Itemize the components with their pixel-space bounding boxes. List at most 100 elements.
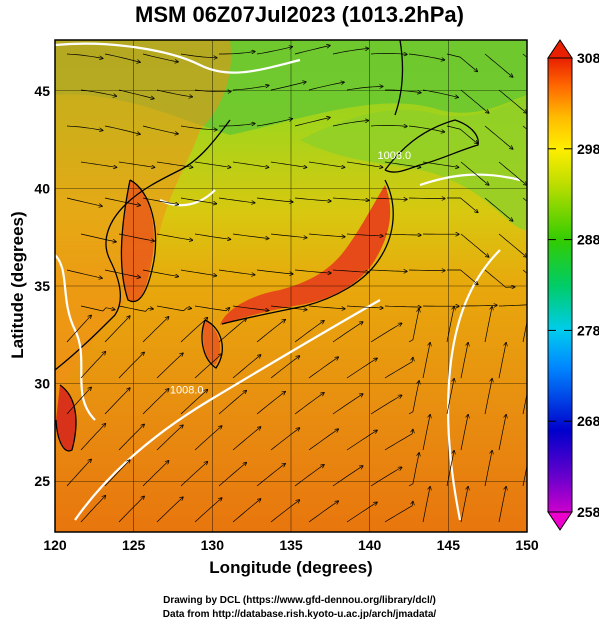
- wind-streamline: [294, 118, 330, 127]
- wind-streamline: [270, 356, 300, 379]
- wind-streamline: [80, 161, 117, 167]
- wind-streamline: [256, 464, 285, 487]
- wind-streamline: [118, 233, 154, 241]
- contour-labels: 1008.0 1008.0: [170, 150, 411, 396]
- wind-streamline: [194, 354, 222, 379]
- wind-streamline: [346, 502, 377, 523]
- wind-streamline: [346, 305, 383, 308]
- wind-streamline: [484, 197, 513, 221]
- wind-streamline: [422, 343, 430, 379]
- wind-streamline: [66, 459, 91, 487]
- wind-streamline: [484, 451, 492, 487]
- wind-streamline: [384, 430, 413, 451]
- wind-streamline: [294, 393, 324, 415]
- wind-streamline: [460, 233, 489, 257]
- wind-streamline: [156, 425, 183, 451]
- wind-streamline: [66, 387, 91, 415]
- colorbar: 308 298 288 278 268 258: [547, 39, 599, 531]
- wind-streamline: [256, 320, 285, 343]
- wind-streamline: [232, 305, 269, 311]
- wind-streamline: [142, 317, 169, 343]
- wind-streamline: [218, 197, 255, 203]
- wind-streamline: [270, 428, 300, 451]
- wind-streamline: [256, 119, 292, 127]
- wind-streamline: [66, 315, 91, 343]
- contour-label: 1008.0: [378, 150, 412, 162]
- wind-streamline: [370, 198, 407, 199]
- wind-streamline: [118, 305, 153, 312]
- x-axis-label: Longitude (degrees): [209, 558, 373, 577]
- wind-streamline: [498, 233, 527, 257]
- wind-streamline: [332, 466, 363, 487]
- wind-streamline: [232, 161, 269, 167]
- wind-streamline: [332, 197, 369, 200]
- wind-streamline: [498, 89, 527, 113]
- wind-streamline: [180, 197, 217, 204]
- wind-streamline: [80, 305, 115, 312]
- wind-streamline: [180, 53, 217, 58]
- wind-streamline: [194, 161, 231, 167]
- wind-streamline: [270, 500, 300, 523]
- wind-streamline: [408, 53, 445, 60]
- wind-streamline: [384, 502, 413, 523]
- colorbar-label: 268: [577, 413, 599, 429]
- wind-streamline: [80, 424, 106, 451]
- wind-streamline: [422, 415, 430, 451]
- wind-streamline: [461, 305, 497, 306]
- wind-streamline: [308, 233, 345, 237]
- wind-streamline: [370, 125, 407, 126]
- wind-streamline: [484, 125, 513, 149]
- wind-streamline: [180, 125, 217, 130]
- x-tick-label: 135: [279, 537, 303, 553]
- isobar-northeast: [419, 173, 521, 187]
- wind-streamline: [537, 343, 544, 378]
- wind-streamline: [332, 394, 363, 415]
- wind-streamline: [142, 461, 169, 487]
- wind-streamline: [446, 307, 454, 343]
- wind-streamline: [118, 352, 144, 379]
- y-tick-label: 40: [34, 180, 50, 196]
- colorbar-label: 288: [577, 232, 599, 248]
- wind-streamline: [118, 496, 144, 523]
- wind-streamline: [256, 47, 292, 55]
- wind-streamline: [194, 233, 231, 239]
- wind-streamline: [118, 89, 154, 99]
- coastlines: [55, 40, 479, 452]
- wind-streamline: [104, 388, 130, 415]
- wind-streamline: [156, 89, 192, 97]
- wind-streamline: [447, 197, 478, 212]
- korea-land: [121, 180, 154, 302]
- wind-streamline: [484, 269, 515, 287]
- wind-streamline: [194, 498, 222, 523]
- wind-streamline: [219, 52, 255, 55]
- coast-china: [55, 119, 231, 371]
- wind-streamline: [346, 161, 383, 167]
- x-tick-label: 130: [201, 537, 225, 553]
- wind-streamline: [498, 161, 527, 185]
- contour-label: 1008.0: [170, 384, 204, 396]
- wind-streamline: [232, 427, 261, 451]
- wind-streamline: [218, 463, 246, 487]
- wind-streamline: [332, 49, 369, 55]
- wind-streamline: [537, 415, 544, 450]
- wind-streamline: [384, 161, 421, 167]
- wind-streamline: [446, 125, 477, 144]
- wind-streamline: [498, 343, 506, 379]
- credit-drawing: Drawing by DCL (https://www.gfd-dennou.o…: [163, 595, 436, 606]
- wind-streamline: [104, 125, 140, 134]
- wind-streamline: [537, 487, 544, 522]
- colorbar-label: 278: [577, 322, 599, 338]
- wind-streamline: [104, 197, 140, 205]
- wind-streamline: [180, 318, 208, 343]
- wind-streamline: [232, 233, 269, 239]
- wind-streamline: [156, 305, 191, 312]
- wind-streamline: [232, 355, 261, 379]
- wind-streamline: [270, 233, 307, 238]
- wind-streamline: [66, 269, 102, 278]
- wind-streamline: [384, 306, 421, 307]
- wind-streamline: [219, 124, 255, 127]
- wind-streamline: [294, 269, 331, 273]
- colorbar-label: 298: [577, 141, 599, 157]
- y-tick-labels: 25 30 35 40 45: [34, 83, 50, 489]
- wind-streamline: [308, 357, 338, 379]
